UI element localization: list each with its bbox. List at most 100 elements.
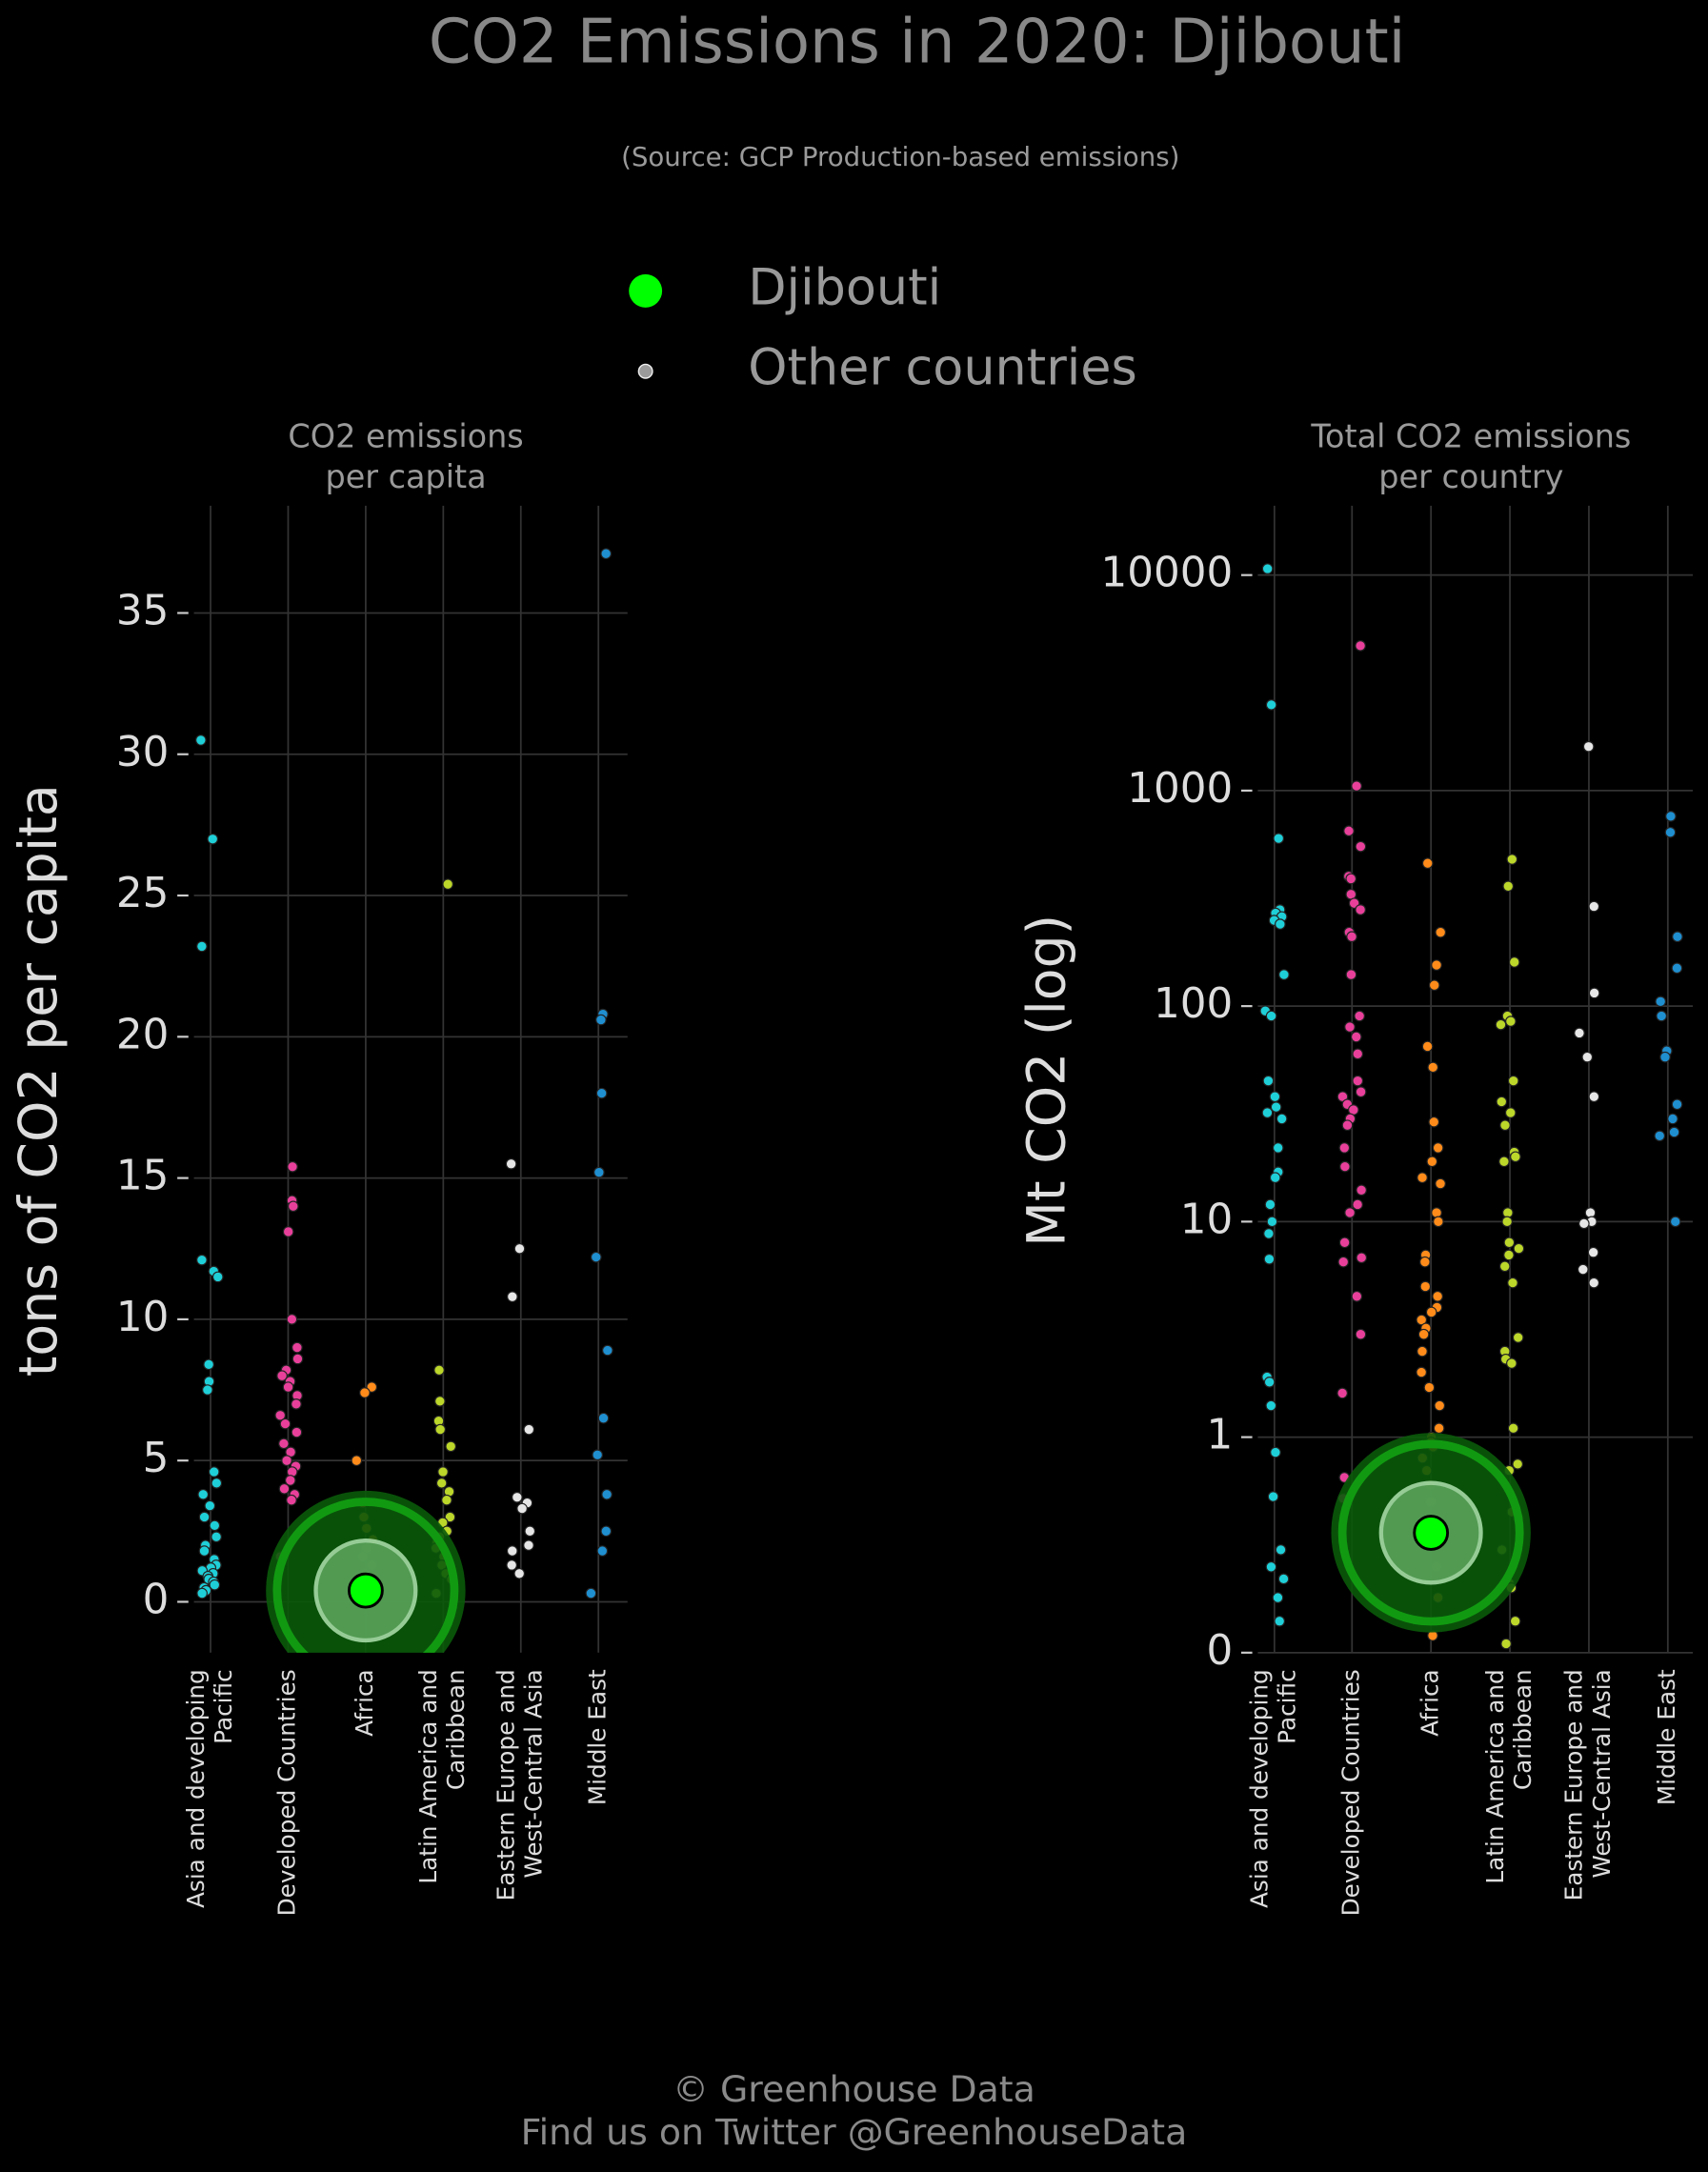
y-tick-label: 10	[1180, 1196, 1234, 1243]
data-point	[282, 1226, 294, 1237]
data-point	[1352, 1048, 1364, 1060]
data-point	[1355, 640, 1366, 652]
data-point	[434, 1396, 446, 1407]
x-tick-label-text: Latin America and Caribbean	[415, 1669, 472, 1884]
data-point	[274, 1409, 287, 1421]
data-point	[1423, 1381, 1436, 1394]
data-point	[523, 1539, 534, 1551]
data-point	[198, 1511, 211, 1523]
data-point	[1433, 1216, 1444, 1228]
data-point	[507, 1291, 518, 1302]
x-tick-label-text: Eastern Europe and West-Central Asia	[492, 1669, 549, 1901]
data-point	[1278, 969, 1290, 980]
data-point	[1503, 1237, 1516, 1249]
y-axis-label: tons of CO2 per capita	[9, 784, 70, 1377]
y-tick-label: 1	[1206, 1412, 1233, 1459]
data-point	[445, 1440, 457, 1453]
plot-area	[193, 505, 628, 1653]
data-point	[1432, 1142, 1444, 1154]
x-tick-label-text: Africa	[352, 1669, 380, 1737]
data-point	[1664, 826, 1677, 838]
data-point	[1261, 1107, 1274, 1118]
data-point	[1659, 1051, 1671, 1063]
data-point	[1425, 1306, 1437, 1318]
legend-label: Other countries	[748, 339, 1136, 397]
data-point	[198, 1545, 211, 1557]
data-point	[1435, 1177, 1446, 1190]
data-point	[1428, 979, 1440, 992]
highlight-ring	[272, 1498, 459, 1653]
data-point	[1265, 699, 1277, 711]
y-tick-label: 1000	[1127, 765, 1233, 813]
highlight-point	[347, 1572, 384, 1609]
data-point	[1431, 1207, 1442, 1218]
data-point	[1352, 1075, 1364, 1087]
data-point	[513, 1242, 526, 1255]
data-point	[211, 1478, 223, 1489]
data-point	[1346, 931, 1357, 943]
data-point	[208, 1466, 220, 1478]
data-point	[1270, 1101, 1282, 1113]
data-point	[524, 1525, 536, 1538]
data-point	[278, 1483, 291, 1495]
data-point	[1656, 1010, 1667, 1022]
data-point	[1350, 1031, 1362, 1043]
data-point	[1668, 1126, 1680, 1138]
data-point	[1273, 833, 1285, 844]
data-point	[1495, 1018, 1507, 1031]
data-point	[202, 1384, 213, 1396]
data-point	[595, 1014, 607, 1026]
data-point	[1266, 1216, 1278, 1228]
data-point	[1498, 1156, 1510, 1168]
data-point	[1672, 931, 1683, 943]
data-point	[1502, 880, 1515, 893]
data-point	[276, 1370, 288, 1382]
data-point	[1496, 1096, 1508, 1108]
data-point	[1272, 1142, 1284, 1154]
data-point	[1275, 918, 1286, 930]
y-tick-label: 0	[143, 1576, 170, 1623]
data-point	[207, 833, 219, 845]
data-point	[1352, 1198, 1363, 1211]
data-point	[1265, 1010, 1277, 1022]
data-point	[209, 1579, 221, 1591]
data-point	[287, 1200, 299, 1213]
data-point	[441, 1494, 452, 1506]
data-point	[1433, 1422, 1445, 1435]
data-point	[590, 1251, 602, 1263]
data-point	[1588, 900, 1600, 913]
legend-marker	[629, 273, 663, 308]
data-point	[444, 1511, 456, 1523]
x-tick-label-text: Developed Countries	[273, 1669, 303, 1917]
data-point	[1354, 1010, 1365, 1022]
data-point	[442, 878, 453, 890]
data-point	[1510, 1151, 1521, 1163]
data-point	[585, 1587, 597, 1599]
data-point	[1264, 1198, 1276, 1211]
data-point	[602, 1344, 613, 1357]
data-point	[1512, 1332, 1524, 1343]
data-point	[1338, 1142, 1351, 1154]
subtitle: (Source: GCP Production-based emissions)	[621, 141, 1179, 172]
data-point	[1509, 1615, 1521, 1627]
data-point	[516, 1502, 528, 1515]
data-point	[1355, 840, 1367, 853]
data-point	[1269, 1172, 1281, 1184]
data-point	[1267, 1491, 1279, 1502]
data-point	[1419, 1280, 1432, 1293]
y-tick-label: 35	[116, 587, 170, 634]
data-point	[1344, 1207, 1356, 1218]
data-point	[600, 548, 613, 560]
data-point	[1265, 1399, 1277, 1412]
x-tick-label-text: Asia and developing Pacific	[182, 1669, 239, 1908]
y-tick-label: 10000	[1100, 550, 1233, 597]
data-point	[1345, 969, 1357, 980]
data-point	[196, 940, 208, 953]
data-point	[1355, 904, 1366, 915]
data-point	[287, 1160, 298, 1173]
x-tick-label-text: Asia and developing Pacific	[1246, 1669, 1302, 1908]
y-tick-label: 10	[116, 1294, 170, 1341]
data-point	[1351, 1291, 1363, 1302]
